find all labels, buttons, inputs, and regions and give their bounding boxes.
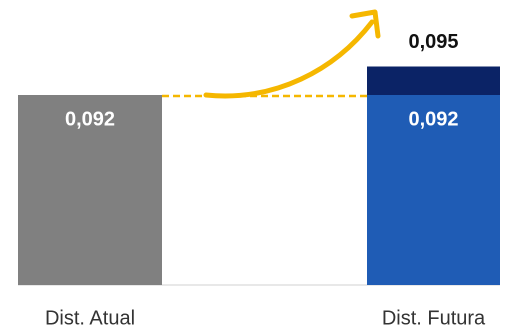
x-tick-label: Dist. Futura	[382, 307, 486, 329]
value-label: 0,092	[408, 108, 458, 130]
trend-arrow	[203, 19, 375, 99]
bar-segment	[367, 66, 500, 95]
bar-segment	[18, 95, 162, 285]
arrow-head	[349, 9, 381, 39]
bar-segment	[367, 95, 500, 285]
x-tick-label: Dist. Atual	[45, 307, 135, 329]
total-label: 0,095	[408, 31, 458, 53]
value-label: 0,092	[65, 108, 115, 130]
